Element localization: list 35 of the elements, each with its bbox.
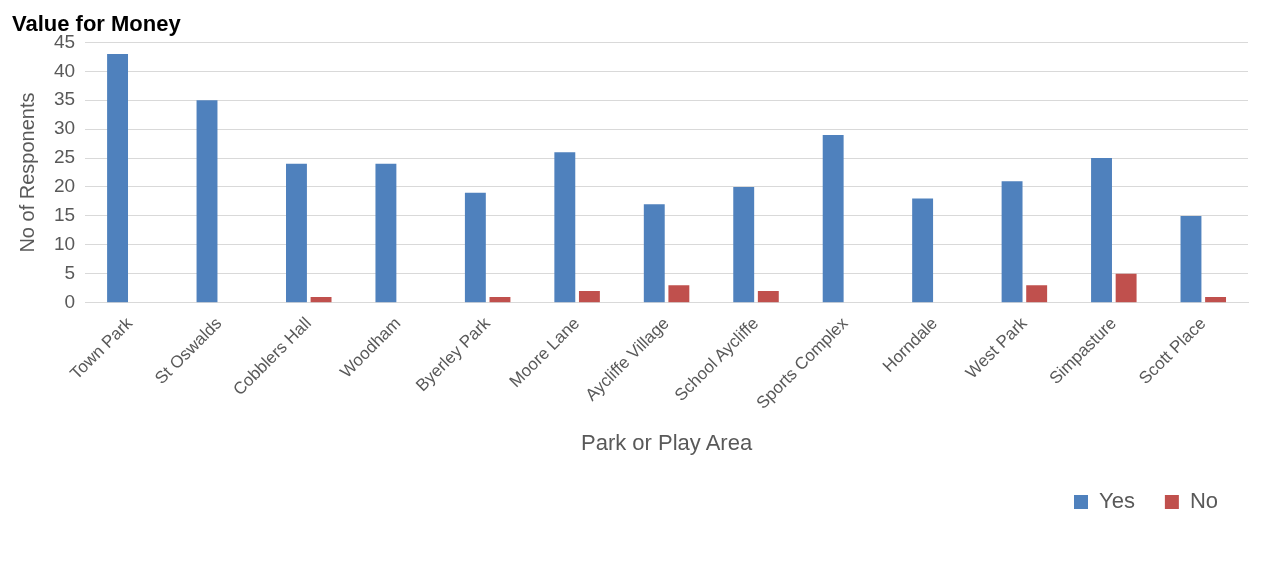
y-tick-label: 15 (53, 204, 76, 226)
bar (1091, 158, 1112, 303)
y-tick-label: 25 (53, 146, 76, 168)
y-tick-label: 35 (53, 88, 76, 110)
legend-label: Yes (1098, 488, 1135, 514)
y-axis-title: No of Responents (15, 92, 38, 253)
bar (822, 134, 844, 303)
bar (464, 192, 486, 303)
bar (1115, 273, 1137, 303)
bar (1026, 285, 1048, 303)
y-tick-label: 30 (53, 117, 76, 139)
y-tick-label: 20 (53, 175, 76, 197)
bar (757, 291, 779, 303)
x-axis-title: Park or Play Area (580, 429, 753, 455)
bar (375, 163, 397, 303)
y-tick-label: 5 (64, 261, 76, 283)
bar (668, 285, 690, 303)
bar (286, 163, 307, 303)
bar (643, 204, 665, 303)
bar (1001, 181, 1023, 303)
y-tick-label: 40 (53, 59, 76, 81)
bar (1180, 215, 1202, 303)
bar (1205, 296, 1227, 303)
bar (196, 100, 218, 303)
bar (554, 152, 576, 303)
bar (107, 53, 129, 303)
bar (578, 291, 600, 303)
y-tick-label: 45 (53, 30, 76, 52)
bar (489, 296, 511, 303)
bar (912, 198, 934, 303)
bar (733, 186, 755, 303)
bar (310, 296, 332, 303)
y-tick-label: 0 (64, 290, 76, 312)
y-tick-label: 10 (53, 233, 76, 255)
legend-label: No (1189, 488, 1218, 514)
